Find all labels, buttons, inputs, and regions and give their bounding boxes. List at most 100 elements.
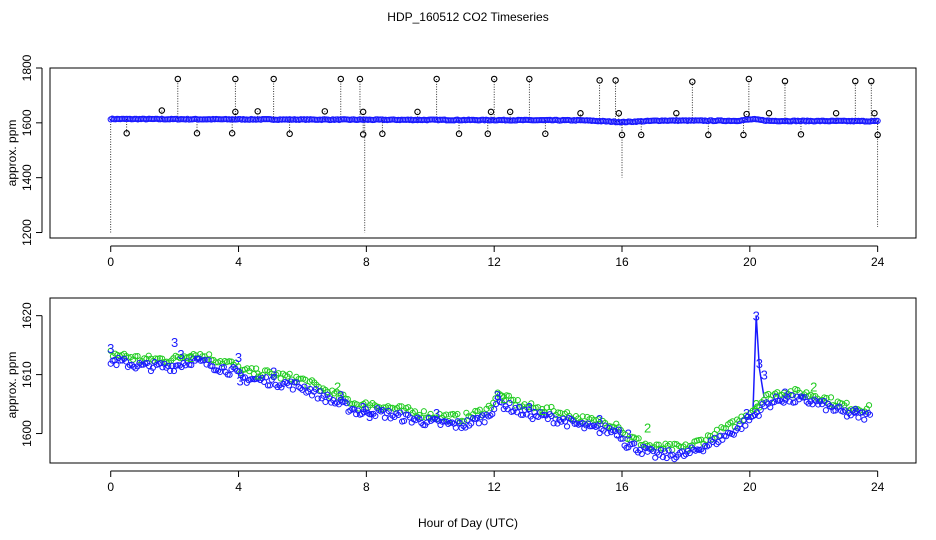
bottom-blue-point xyxy=(828,404,835,411)
bottom-blue-point xyxy=(464,417,471,424)
bottom-blue-point xyxy=(107,360,114,367)
bottom-spike-line xyxy=(752,315,765,410)
bottom-blue-point xyxy=(452,424,459,431)
bottom-blue-point xyxy=(843,413,851,420)
bottom-label-2: 2 xyxy=(187,350,194,365)
bottom-label-3: 3 xyxy=(625,427,632,442)
bottom-blue-point xyxy=(483,411,490,418)
top-black-point xyxy=(270,75,277,83)
bottom-green-point xyxy=(514,397,521,404)
bottom-blue-point xyxy=(665,447,672,454)
top-black-point xyxy=(526,75,533,83)
bottom-blue-point xyxy=(556,416,563,424)
bottom-label-3: 3 xyxy=(743,406,750,421)
bottom-blue-point xyxy=(188,361,195,369)
bottom-green-point xyxy=(132,353,139,360)
top-black-point xyxy=(615,109,623,117)
top-black-point xyxy=(174,75,182,83)
bottom-green-point xyxy=(277,375,284,382)
bottom-blue-point xyxy=(205,357,212,364)
bottom-blue-point xyxy=(659,453,667,461)
bottom-blue-point xyxy=(516,403,523,410)
top-black-point xyxy=(359,108,367,116)
top-x-tick-label: 20 xyxy=(743,255,757,269)
top-black-point xyxy=(542,130,549,138)
bottom-green-point xyxy=(720,425,727,432)
bottom-blue-point xyxy=(517,411,525,418)
bottom-green-point xyxy=(508,396,515,404)
bottom-green-point xyxy=(454,410,461,418)
bottom-blue-point xyxy=(594,422,601,429)
bottom-blue-point xyxy=(491,406,498,413)
bottom-blue-point xyxy=(385,407,392,415)
bottom-blue-point xyxy=(563,423,571,430)
bottom-blue-point xyxy=(122,358,130,365)
bottom-blue-point xyxy=(397,409,404,416)
bottom-blue-point xyxy=(159,364,166,371)
bottom-green-point xyxy=(653,441,660,448)
top-panel: 0 4 8 12 16 20 24 1200 1400 1600 1800 approx. ppm xyxy=(5,54,917,269)
bottom-blue-point xyxy=(168,362,176,369)
bottom-blue-point xyxy=(149,364,156,371)
bottom-blue-point xyxy=(698,446,705,453)
bottom-green-point xyxy=(476,406,483,413)
bottom-spike-lines xyxy=(752,315,765,410)
top-y-tick-label: 1400 xyxy=(20,164,34,191)
bottom-blue-point xyxy=(652,454,659,461)
bottom-blue-point xyxy=(316,387,323,395)
bottom-blue-point xyxy=(184,358,191,365)
bottom-label-2: 2 xyxy=(539,403,546,418)
bottom-x-tick-label: 12 xyxy=(488,480,502,494)
bottom-blue-point xyxy=(358,410,365,418)
bottom-blue-point xyxy=(680,452,688,460)
bottom-blue-point xyxy=(525,406,532,413)
bottom-green-point xyxy=(152,355,159,362)
bottom-blue-point xyxy=(343,400,350,407)
bottom-blue-point xyxy=(642,445,649,452)
top-black-point xyxy=(414,108,421,116)
bottom-blue-point xyxy=(771,399,778,406)
bottom-label-2: 2 xyxy=(334,379,341,394)
bottom-y-axis: 1600 1610 1620 xyxy=(20,302,43,447)
top-x-tick-label: 0 xyxy=(107,255,114,269)
bottom-blue-point xyxy=(128,361,135,368)
bottom-blue-series xyxy=(107,354,874,463)
bottom-blue-point xyxy=(619,435,626,442)
top-black-point xyxy=(286,130,293,138)
bottom-blue-point xyxy=(372,412,379,420)
bottom-blue-point xyxy=(744,413,751,421)
bottom-label-2: 2 xyxy=(500,391,507,406)
top-black-point xyxy=(618,131,626,139)
bottom-label-3: 3 xyxy=(596,412,603,427)
bottom-blue-point xyxy=(170,367,178,375)
bottom-blue-point xyxy=(136,359,143,367)
top-black-point xyxy=(487,108,495,116)
bottom-blue-point xyxy=(586,423,594,430)
top-black-series xyxy=(123,75,881,139)
bottom-y-axis-label: approx. ppm xyxy=(5,352,19,419)
top-black-point xyxy=(228,130,236,137)
bottom-blue-point xyxy=(360,409,367,416)
bottom-blue-point xyxy=(815,401,822,408)
bottom-label-3: 3 xyxy=(270,365,277,380)
bottom-blue-point xyxy=(765,400,772,407)
top-blue-series xyxy=(107,115,881,126)
bottom-label-3: 3 xyxy=(237,374,244,389)
bottom-blue-point xyxy=(437,421,444,428)
top-y-tick-label: 1200 xyxy=(20,219,34,246)
bottom-green-point xyxy=(107,347,114,354)
top-black-point xyxy=(740,131,747,139)
bottom-green-point xyxy=(528,400,535,407)
top-x-tick-label: 4 xyxy=(235,255,242,269)
bottom-blue-point xyxy=(755,412,762,419)
bottom-blue-point xyxy=(297,385,304,392)
bottom-blue-point xyxy=(657,447,665,454)
bottom-blue-point xyxy=(851,409,858,416)
bottom-blue-point xyxy=(742,422,749,429)
bottom-green-point xyxy=(208,356,215,363)
bottom-blue-point xyxy=(866,411,874,418)
bottom-blue-point xyxy=(291,379,298,386)
bottom-green-point xyxy=(843,399,850,407)
bottom-x-tick-label: 4 xyxy=(235,480,242,494)
